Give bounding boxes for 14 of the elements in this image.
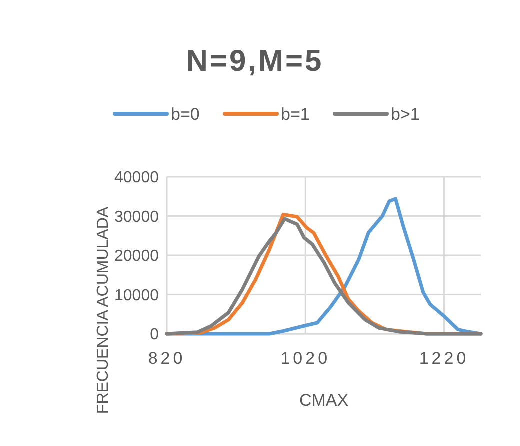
x-tick-label: 820 [148, 349, 186, 368]
legend-label: b>1 [391, 104, 420, 124]
x-tick-label: 1220 [419, 349, 470, 368]
x-axis-title: CMAX [299, 391, 349, 410]
x-tick-label: 1020 [280, 349, 331, 368]
y-tick-label: 20000 [114, 248, 160, 266]
y-axis-title: FRECUENCIA ACUMULADA [95, 206, 112, 414]
y-tick-label: 10000 [114, 287, 160, 304]
y-tick-label: 0 [150, 326, 160, 344]
legend-label: b=0 [171, 104, 200, 124]
y-tick-label: 40000 [114, 170, 160, 187]
chart-title: N=9,M=5 [186, 45, 324, 78]
y-tick-label: 30000 [114, 208, 160, 226]
legend-label: b=1 [281, 104, 310, 124]
